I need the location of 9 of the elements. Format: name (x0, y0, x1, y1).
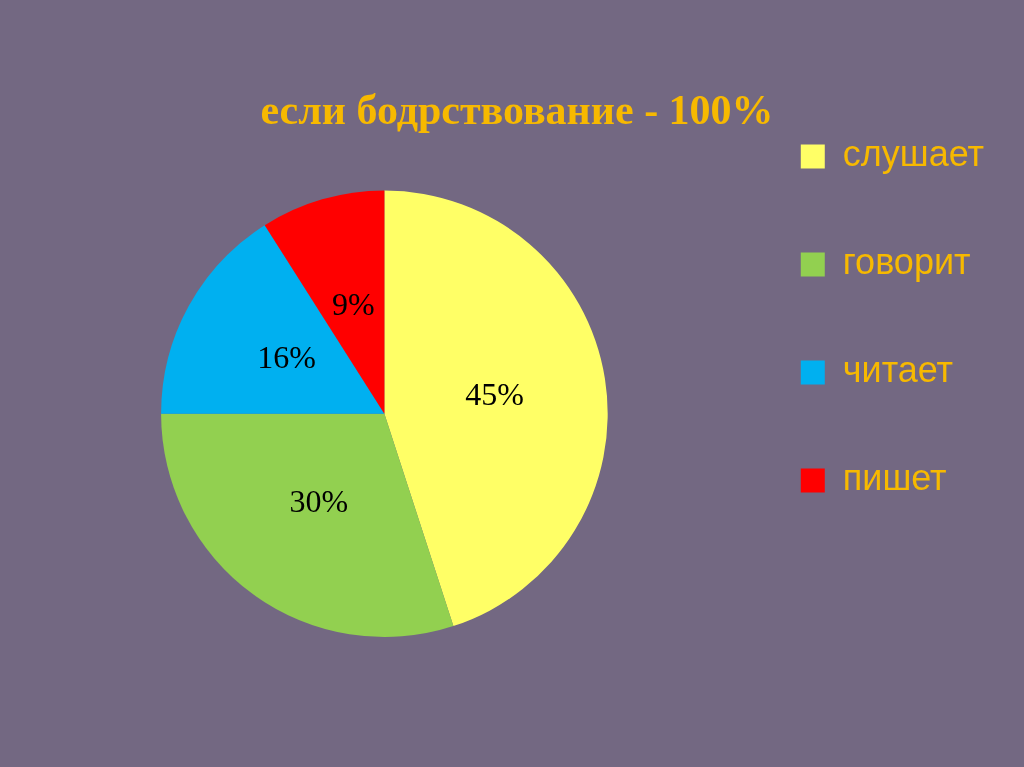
data-label: 9% (331, 285, 375, 322)
legend-label: читает (842, 349, 954, 391)
legend-label: говорит (842, 241, 971, 283)
data-label: 45% (465, 375, 524, 412)
data-label: 30% (289, 483, 349, 520)
chart-title: если бодрствование - 100% (260, 87, 774, 134)
legend-label: пишет (842, 457, 947, 499)
legend-label: слушает (842, 133, 985, 175)
data-label: 16% (257, 339, 316, 376)
